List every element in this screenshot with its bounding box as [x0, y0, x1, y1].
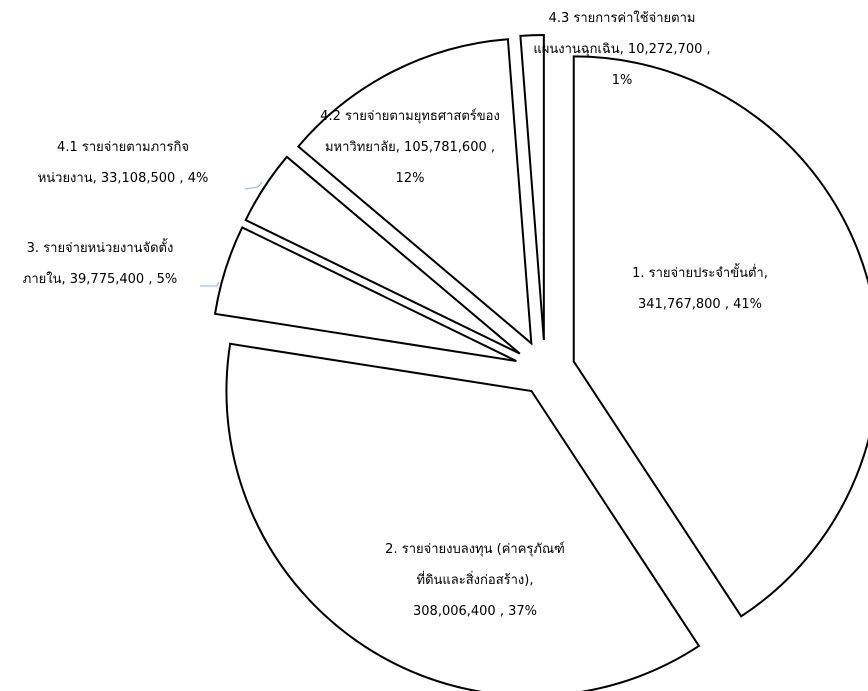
slice-label-2-line-1: 2. รายจ่ายงบลงทุน (ค่าครุภัณฑ์ [385, 541, 565, 557]
slice-label-5-line-3: 12% [396, 171, 425, 186]
leader-line-3 [200, 281, 220, 287]
slice-label-5-line-1: 4.2 รายจ่ายตามยุทธศาสตร์ของ [320, 108, 500, 124]
pie-slice-2 [225, 342, 701, 691]
pie-slice-3 [213, 226, 517, 362]
pie-slice-5 [296, 38, 533, 346]
slice-label-3-line-1: 3. รายจ่ายหน่วยงานจัดตั้ง [27, 238, 174, 256]
slice-label-5-line-2: มหาวิทยาลัย, 105,781,600 , [325, 140, 495, 155]
leader-lines [200, 181, 263, 287]
slice-label-6-line-2: แผนงานฉุกเฉิน, 10,272,700 , [533, 42, 710, 57]
pie-slice-4 [244, 155, 521, 355]
slice-label-5: 4.2 รายจ่ายตามยุทธศาสตร์ของมหาวิทยาลัย, … [320, 108, 500, 186]
slice-label-6: 4.3 รายการค่าใช้จ่ายตามแผนงานฉุกเฉิน, 10… [533, 10, 710, 88]
leader-line-4 [244, 181, 263, 190]
pie-slice-6 [519, 34, 545, 341]
slice-label-4-line-2: หน่วยงาน, 33,108,500 , 4% [38, 171, 209, 186]
slice-labels: 1. รายจ่ายประจำขั้นต่ำ, 341,767,800 , 41%… [23, 10, 768, 619]
slice-label-2: 2. รายจ่ายงบลงทุน (ค่าครุภัณฑ์ที่ดินและส… [385, 541, 565, 619]
slice-label-2-line-2: ที่ดินและสิ่งก่อสร้าง), [417, 571, 534, 588]
slice-label-1-line-2: 341,767,800 , 41% [638, 297, 762, 312]
pie-slices [213, 34, 868, 691]
slice-label-3: 3. รายจ่ายหน่วยงานจัดตั้งภายใน, 39,775,4… [23, 238, 177, 287]
slice-label-4: 4.1 รายจ่ายตามภารกิจหน่วยงาน, 33,108,500… [38, 140, 209, 186]
slice-label-6-line-1: 4.3 รายการค่าใช้จ่ายตาม [549, 10, 696, 26]
slice-label-6-line-3: 1% [612, 73, 633, 88]
slice-label-4-line-1: 4.1 รายจ่ายตามภารกิจ [57, 140, 189, 155]
slice-label-2-line-3: 308,006,400 , 37% [413, 604, 537, 619]
slice-label-1-line-1: 1. รายจ่ายประจำขั้นต่ำ, [632, 263, 768, 281]
slice-label-1: 1. รายจ่ายประจำขั้นต่ำ, 341,767,800 , 41% [632, 263, 768, 312]
slice-label-3-line-2: ภายใน, 39,775,400 , 5% [23, 271, 177, 287]
pie-slice-1 [572, 55, 868, 618]
